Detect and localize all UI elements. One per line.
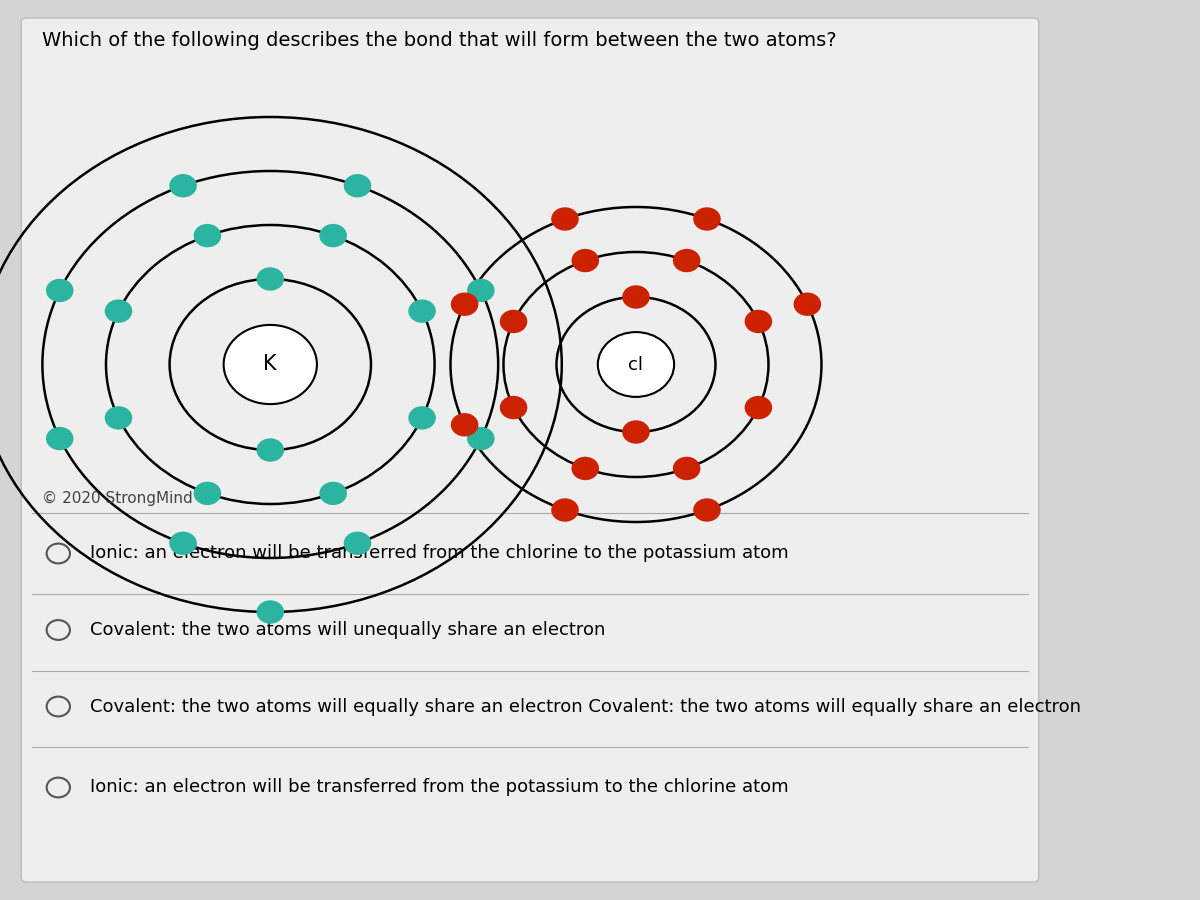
Circle shape xyxy=(257,267,284,291)
Circle shape xyxy=(104,406,132,429)
Circle shape xyxy=(499,396,527,419)
Circle shape xyxy=(622,420,649,444)
Circle shape xyxy=(193,224,221,248)
Circle shape xyxy=(499,310,527,333)
Text: Ionic: an electron will be transferred from the chlorine to the potassium atom: Ionic: an electron will be transferred f… xyxy=(90,544,788,562)
Circle shape xyxy=(694,207,721,230)
Circle shape xyxy=(343,174,371,197)
Text: Which of the following describes the bond that will form between the two atoms?: Which of the following describes the bon… xyxy=(42,32,838,50)
Circle shape xyxy=(467,279,494,302)
Text: K: K xyxy=(264,355,277,374)
Text: © 2020 StrongMind: © 2020 StrongMind xyxy=(42,491,193,506)
Circle shape xyxy=(622,285,649,309)
Circle shape xyxy=(257,600,284,624)
FancyBboxPatch shape xyxy=(22,18,1039,882)
Circle shape xyxy=(694,499,721,522)
Circle shape xyxy=(46,279,73,302)
Circle shape xyxy=(46,427,73,450)
Text: Ionic: an electron will be transferred from the potassium to the chlorine atom: Ionic: an electron will be transferred f… xyxy=(90,778,788,796)
Circle shape xyxy=(793,292,821,316)
Circle shape xyxy=(673,456,701,480)
Circle shape xyxy=(467,427,494,450)
Circle shape xyxy=(193,482,221,505)
Circle shape xyxy=(451,292,479,316)
Circle shape xyxy=(319,482,347,505)
Circle shape xyxy=(223,325,317,404)
Circle shape xyxy=(104,300,132,323)
Circle shape xyxy=(744,310,772,333)
Text: Covalent: the two atoms will unequally share an electron: Covalent: the two atoms will unequally s… xyxy=(90,621,606,639)
Circle shape xyxy=(571,456,599,480)
Circle shape xyxy=(408,300,436,323)
Circle shape xyxy=(744,396,772,419)
Circle shape xyxy=(451,413,479,436)
Circle shape xyxy=(257,438,284,462)
Circle shape xyxy=(343,532,371,555)
Circle shape xyxy=(169,532,197,555)
Text: Covalent: the two atoms will equally share an electron Covalent: the two atoms w: Covalent: the two atoms will equally sha… xyxy=(90,698,1081,716)
Circle shape xyxy=(319,224,347,248)
Circle shape xyxy=(551,207,578,230)
Circle shape xyxy=(169,174,197,197)
Circle shape xyxy=(551,499,578,522)
Text: cl: cl xyxy=(629,356,643,373)
Circle shape xyxy=(408,406,436,429)
Circle shape xyxy=(673,249,701,273)
Circle shape xyxy=(571,249,599,273)
Circle shape xyxy=(598,332,674,397)
